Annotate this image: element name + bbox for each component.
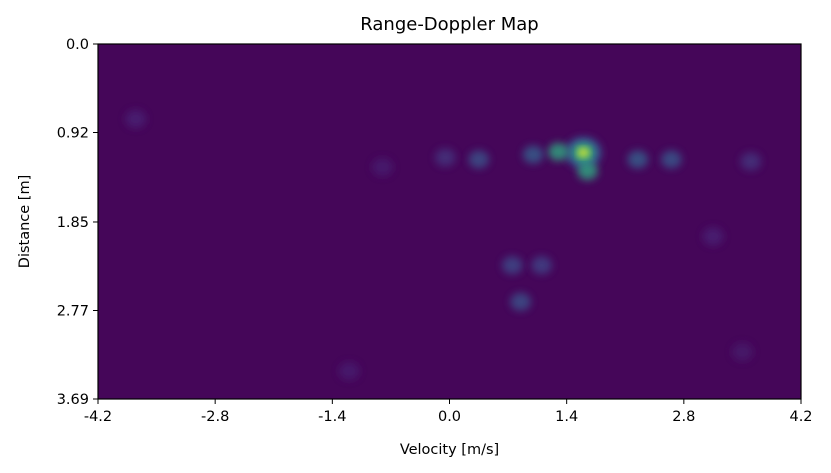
heatmap-peak [578, 148, 589, 157]
heatmap-peak [468, 150, 490, 169]
heatmap-peak [125, 110, 146, 128]
heatmap-peak [522, 145, 544, 164]
y-axis: 0.0 0.92 1.85 2.77 3.69 [57, 37, 98, 408]
y-tick-label: 0.92 [57, 126, 89, 142]
heatmap-peak [740, 152, 762, 171]
x-tick-label: -4.2 [84, 409, 112, 425]
heatmap-peak [338, 362, 360, 381]
x-tick-label: 0.0 [438, 409, 461, 425]
chart-title: Range-Doppler Map [360, 14, 538, 35]
heatmap-peak [372, 158, 393, 177]
heatmap-peak [531, 256, 552, 275]
heatmap-background [98, 44, 801, 399]
x-tick-label: -1.4 [318, 409, 346, 425]
y-tick-label: 0.0 [66, 37, 89, 53]
y-tick-label: 3.69 [57, 392, 89, 408]
heatmap-peak [702, 227, 724, 246]
heatmap-peak [548, 142, 569, 161]
x-axis-label: Velocity [m/s] [400, 442, 499, 458]
heatmap-plot-area [98, 44, 801, 399]
x-tick-label: 4.2 [789, 409, 812, 425]
heatmap-peaks [125, 110, 762, 381]
heatmap-peak [510, 292, 531, 311]
heatmap-peak [577, 162, 598, 180]
heatmap-peak [661, 150, 682, 169]
heatmap-peak [435, 148, 456, 167]
x-axis: -4.2 -2.8 -1.4 0.0 1.4 2.8 4.2 [84, 399, 813, 425]
x-tick-label: 1.4 [555, 409, 578, 425]
heatmap-peak [627, 150, 649, 169]
y-tick-label: 2.77 [57, 303, 89, 319]
y-axis-label: Distance [m] [17, 175, 33, 268]
x-tick-label: 2.8 [672, 409, 695, 425]
heatmap-peak [732, 342, 753, 361]
y-tick-label: 1.85 [57, 215, 89, 231]
x-tick-label: -2.8 [201, 409, 229, 425]
heatmap-peak [502, 256, 523, 275]
